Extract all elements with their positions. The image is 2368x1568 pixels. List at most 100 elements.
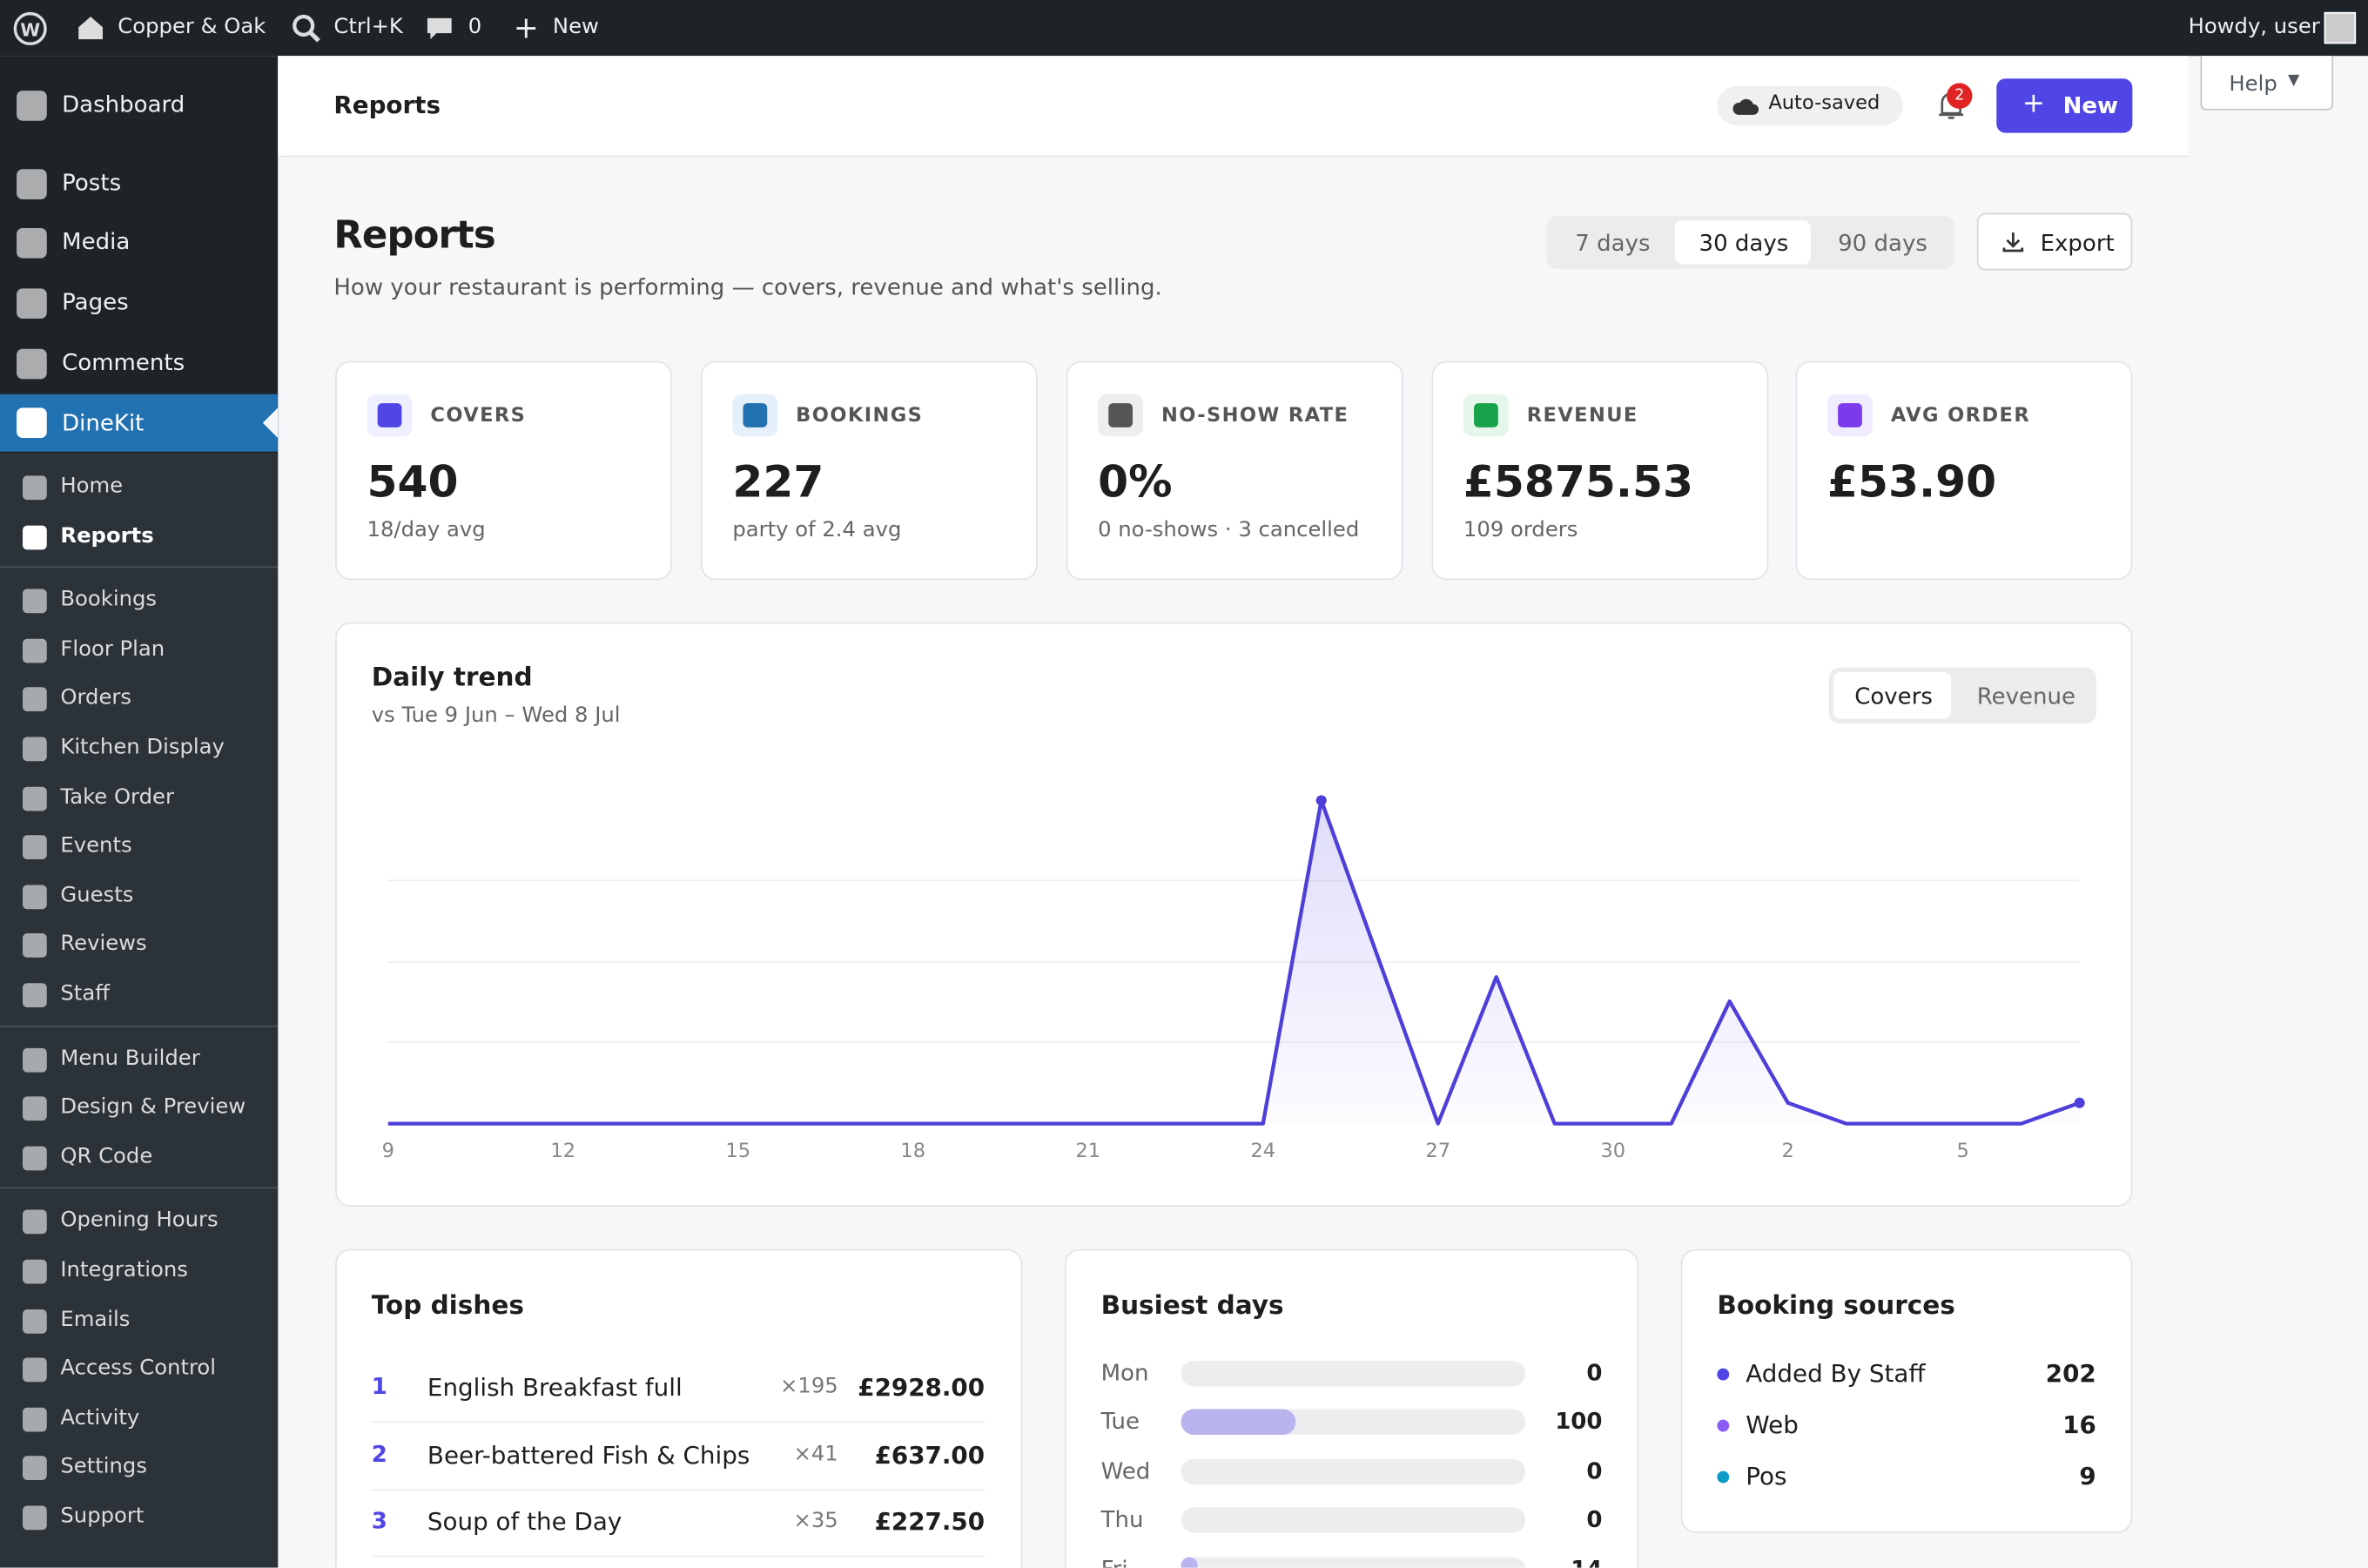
submenu-item[interactable]: Kitchen Display: [60, 735, 225, 760]
source-value: 9: [2079, 1462, 2096, 1491]
kpi-sub: party of 2.4 avg: [732, 517, 902, 542]
menu-item[interactable]: Media: [62, 227, 131, 256]
menu-icon: [23, 1259, 47, 1284]
submenu-item[interactable]: Integrations: [60, 1257, 188, 1282]
submenu-item[interactable]: Menu Builder: [60, 1046, 200, 1071]
menu-icon: [23, 1210, 47, 1235]
bar: [1181, 1410, 1296, 1436]
help-tab[interactable]: [2200, 56, 2334, 111]
dish-qty: ×41: [793, 1441, 838, 1466]
submenu-item[interactable]: Activity: [60, 1405, 140, 1430]
range-option[interactable]: 90 days: [1838, 229, 1927, 257]
search-shortcut[interactable]: Ctrl+K: [333, 15, 403, 40]
source-value: 16: [2062, 1410, 2096, 1440]
menu-icon: [23, 885, 47, 909]
menu-icon: [23, 1357, 47, 1383]
menu-icon: [23, 737, 47, 762]
legend-dot: [1717, 1470, 1730, 1484]
x-tick-label: 24: [1250, 1140, 1275, 1162]
submenu-item[interactable]: Orders: [60, 686, 132, 710]
help-label[interactable]: Help: [2229, 72, 2277, 98]
submenu-item[interactable]: Support: [60, 1504, 145, 1529]
source-name: Pos: [1746, 1462, 1787, 1491]
svg-text:W: W: [20, 20, 40, 41]
day-label: Fri: [1101, 1555, 1128, 1568]
export-label[interactable]: Export: [2040, 229, 2115, 257]
line: [387, 798, 2081, 1126]
dish-name: Beer-battered Fish & Chips: [427, 1440, 750, 1469]
page-title: Reports: [333, 212, 495, 257]
x-tick-label: 9: [382, 1140, 394, 1162]
kpi-value: 227: [732, 455, 824, 508]
bar-track: [1181, 1360, 1526, 1387]
menu-icon: [23, 687, 47, 712]
menu-icon: [23, 1505, 47, 1531]
new-button-label[interactable]: New: [2062, 91, 2119, 120]
dish-revenue: £227.50: [874, 1507, 986, 1537]
wp-logo[interactable]: W: [12, 10, 49, 47]
submenu-item[interactable]: Access Control: [60, 1356, 217, 1381]
menu-item[interactable]: Comments: [62, 348, 185, 376]
card-title: Busiest days: [1100, 1291, 1284, 1322]
kpi-value: 540: [367, 455, 459, 508]
x-tick-label: 18: [900, 1140, 925, 1162]
submenu-item[interactable]: Staff: [60, 981, 110, 1006]
kpi-label: COVERS: [430, 404, 527, 427]
card-title: Daily trend: [371, 663, 533, 694]
admin-bar: [0, 0, 2368, 57]
menu-icon: [23, 786, 47, 811]
new-link[interactable]: New: [552, 15, 599, 40]
submenu-item[interactable]: Guests: [60, 883, 134, 908]
page-subtitle: How your restaurant is performing — cove…: [333, 273, 1162, 301]
plus-icon: +: [513, 9, 539, 46]
toggle[interactable]: Revenue: [1976, 683, 2076, 710]
dish-rank: 2: [371, 1440, 387, 1468]
submenu-item[interactable]: Opening Hours: [60, 1208, 219, 1234]
bar-track: [1181, 1556, 1526, 1568]
submenu-item[interactable]: Events: [60, 833, 132, 858]
search-icon: [293, 14, 320, 43]
card-title: Top dishes: [371, 1291, 524, 1322]
range-option[interactable]: 30 days: [1699, 229, 1789, 257]
kpi-icon-glyph: [1838, 403, 1862, 427]
submenu-item[interactable]: Design & Preview: [60, 1094, 246, 1120]
menu-item[interactable]: Posts: [62, 169, 122, 197]
site-name[interactable]: Copper & Oak: [118, 15, 266, 40]
home-icon: [78, 17, 103, 40]
menu-item[interactable]: Dashboard: [62, 91, 185, 118]
toggle[interactable]: Covers: [1854, 683, 1933, 710]
submenu-item[interactable]: Home: [60, 474, 124, 499]
bar: [1181, 1556, 1197, 1568]
kpi-label: REVENUE: [1526, 404, 1638, 427]
dish-name: English Breakfast full: [427, 1372, 683, 1402]
submenu-item[interactable]: Settings: [60, 1455, 147, 1479]
new-button[interactable]: [1996, 78, 2133, 133]
submenu-item[interactable]: Take Order: [60, 784, 174, 810]
menu-item[interactable]: Pages: [62, 288, 129, 316]
menu-icon: [17, 91, 47, 121]
point: [1315, 795, 1327, 806]
kpi-icon-glyph: [1108, 403, 1134, 427]
menu-icon: [23, 1407, 47, 1432]
range-option[interactable]: 7 days: [1575, 229, 1651, 257]
submenu-item[interactable]: Reviews: [60, 932, 147, 957]
day-value: 0: [1586, 1359, 1603, 1387]
menu-icon: [23, 524, 47, 549]
row-divider: [371, 1421, 986, 1423]
comment-count[interactable]: 0: [468, 15, 482, 40]
submenu-item[interactable]: Bookings: [60, 588, 158, 612]
separator: [0, 566, 279, 569]
submenu-item[interactable]: QR Code: [60, 1144, 153, 1169]
submenu-item[interactable]: Reports: [60, 523, 154, 548]
menu-item[interactable]: DineKit: [62, 409, 145, 437]
booking-sources-card: [1680, 1248, 2133, 1533]
submenu-item[interactable]: Emails: [60, 1307, 131, 1332]
x-tick-label: 15: [725, 1140, 750, 1162]
export-button[interactable]: [1976, 212, 2133, 271]
submenu-item[interactable]: Floor Plan: [60, 636, 165, 662]
menu-icon: [23, 983, 47, 1008]
menu-icon: [17, 169, 47, 199]
card-subtitle: vs Tue 9 Jun – Wed 8 Jul: [371, 703, 621, 729]
greeting[interactable]: Howdy, user: [2188, 15, 2320, 40]
menu-icon: [23, 835, 47, 860]
